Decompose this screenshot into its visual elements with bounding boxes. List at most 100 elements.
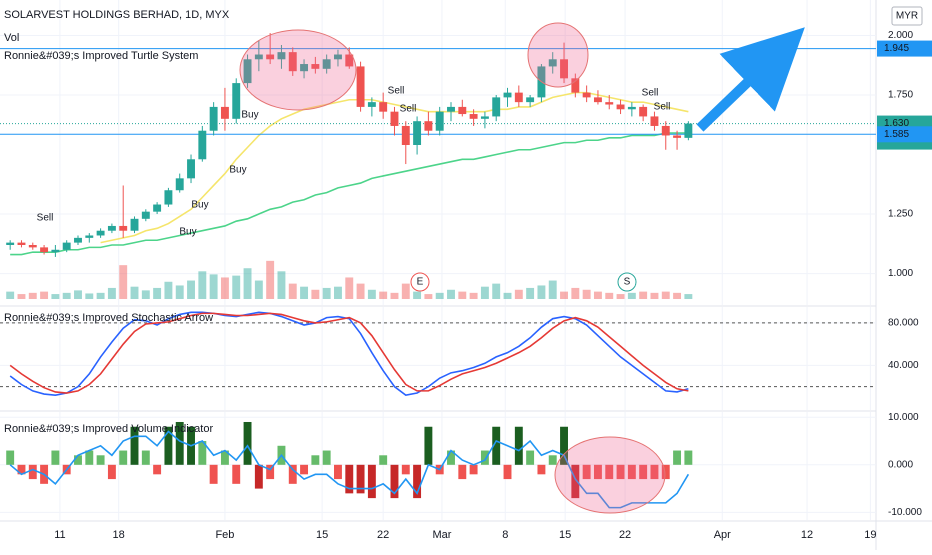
volume-bar <box>650 292 659 299</box>
y-tick-label: 80.000 <box>888 318 919 329</box>
candle-body <box>390 111 399 126</box>
candle-body <box>356 66 365 107</box>
candle-body <box>288 52 297 72</box>
volume-bar <box>209 274 218 299</box>
candle-body <box>571 78 580 93</box>
volume-bar <box>198 271 207 299</box>
histogram-bar <box>266 464 275 480</box>
signal-label: Sell <box>654 102 671 113</box>
histogram-bar <box>220 450 229 465</box>
histogram-bar <box>650 464 659 480</box>
price-label-box <box>877 40 932 57</box>
indicator-label: Ronnie&#039;s Improved Volume Indicator <box>4 423 213 435</box>
volume-bar <box>424 294 433 299</box>
histogram-bar <box>345 464 354 494</box>
volume-bar <box>119 265 128 299</box>
volume-bar <box>220 277 229 299</box>
candle-body <box>40 247 49 253</box>
candle-body <box>560 59 568 79</box>
highlight-ellipse <box>527 22 589 88</box>
candle-body <box>164 190 173 205</box>
histogram-bar <box>571 464 580 499</box>
histogram-bar <box>175 421 184 465</box>
histogram-bar <box>480 450 489 465</box>
volume-bar <box>334 286 342 299</box>
y-tick-label: 1.000 <box>888 268 913 279</box>
x-tick-label: 15 <box>559 529 571 541</box>
volume-label: Vol <box>4 32 19 44</box>
volume-bar <box>390 292 399 299</box>
volume-bar <box>435 292 444 299</box>
volume-bar <box>514 289 523 299</box>
histogram-bar <box>119 450 128 465</box>
candle-body <box>480 116 489 119</box>
volume-bar <box>243 268 252 299</box>
candle-body <box>650 116 659 126</box>
volume-bar <box>300 286 309 299</box>
histogram-bar <box>627 464 636 480</box>
candle-body <box>639 106 648 117</box>
histogram-bar <box>367 464 376 499</box>
volume-bar <box>6 291 15 299</box>
histogram-bar <box>458 464 467 480</box>
volume-bar <box>548 280 557 299</box>
candle-body <box>232 83 241 119</box>
candle-body <box>334 54 342 60</box>
signal-label: Sell <box>37 213 54 224</box>
candle-body <box>684 123 693 138</box>
histogram-bar <box>492 426 501 465</box>
histogram-bar <box>153 464 162 475</box>
candle-body <box>96 230 105 236</box>
candle-body <box>119 225 128 231</box>
line-series <box>9 430 690 509</box>
candle-body <box>435 111 444 131</box>
candle-body <box>345 54 354 67</box>
signal-label: Buy <box>241 110 258 121</box>
volume-bar <box>661 291 670 299</box>
candle-body <box>130 218 139 231</box>
x-tick-label: 11 <box>54 529 65 541</box>
histogram-bar <box>673 450 682 465</box>
volume-bar <box>480 286 489 299</box>
histogram-bar <box>514 426 523 465</box>
volume-bar <box>684 294 693 299</box>
x-tick-label: 18 <box>113 529 125 541</box>
candle-body <box>311 64 320 69</box>
volume-bar <box>153 287 162 299</box>
x-tick-label: 15 <box>316 529 328 541</box>
histogram-bar <box>639 464 648 480</box>
histogram-bar <box>74 455 82 465</box>
signal-label: Sell <box>400 104 417 115</box>
candle-body <box>187 159 195 179</box>
candle-body <box>141 211 150 219</box>
volume-bar <box>277 271 286 299</box>
currency: MYR <box>896 11 918 22</box>
volume-bar <box>130 286 139 299</box>
volume-bar <box>367 289 376 299</box>
histogram-bar <box>6 450 15 465</box>
candle-body <box>300 64 309 72</box>
volume-bar <box>164 281 173 299</box>
candle-body <box>153 204 162 212</box>
candle-body <box>582 92 591 98</box>
candle-body <box>367 102 376 107</box>
candle-body <box>673 135 682 138</box>
histogram-bar <box>548 455 557 465</box>
indicator-label: Ronnie&#039;s Improved Turtle System <box>4 50 198 62</box>
volume-bar <box>62 292 71 299</box>
histogram-bar <box>28 464 37 480</box>
candle-body <box>379 102 388 112</box>
volume-bar <box>175 285 184 299</box>
volume-bar <box>492 283 501 299</box>
volume-bar <box>51 294 60 299</box>
candle-body <box>605 102 614 105</box>
volume-bar <box>571 287 580 299</box>
histogram-bar <box>96 455 105 465</box>
candle-body <box>17 242 26 245</box>
currency-box[interactable] <box>891 6 923 26</box>
histogram-bar <box>537 464 546 475</box>
candle-body <box>627 106 636 110</box>
signal-label: Sell <box>388 86 405 97</box>
volume-bar <box>141 290 150 299</box>
volume-bar <box>639 291 648 299</box>
